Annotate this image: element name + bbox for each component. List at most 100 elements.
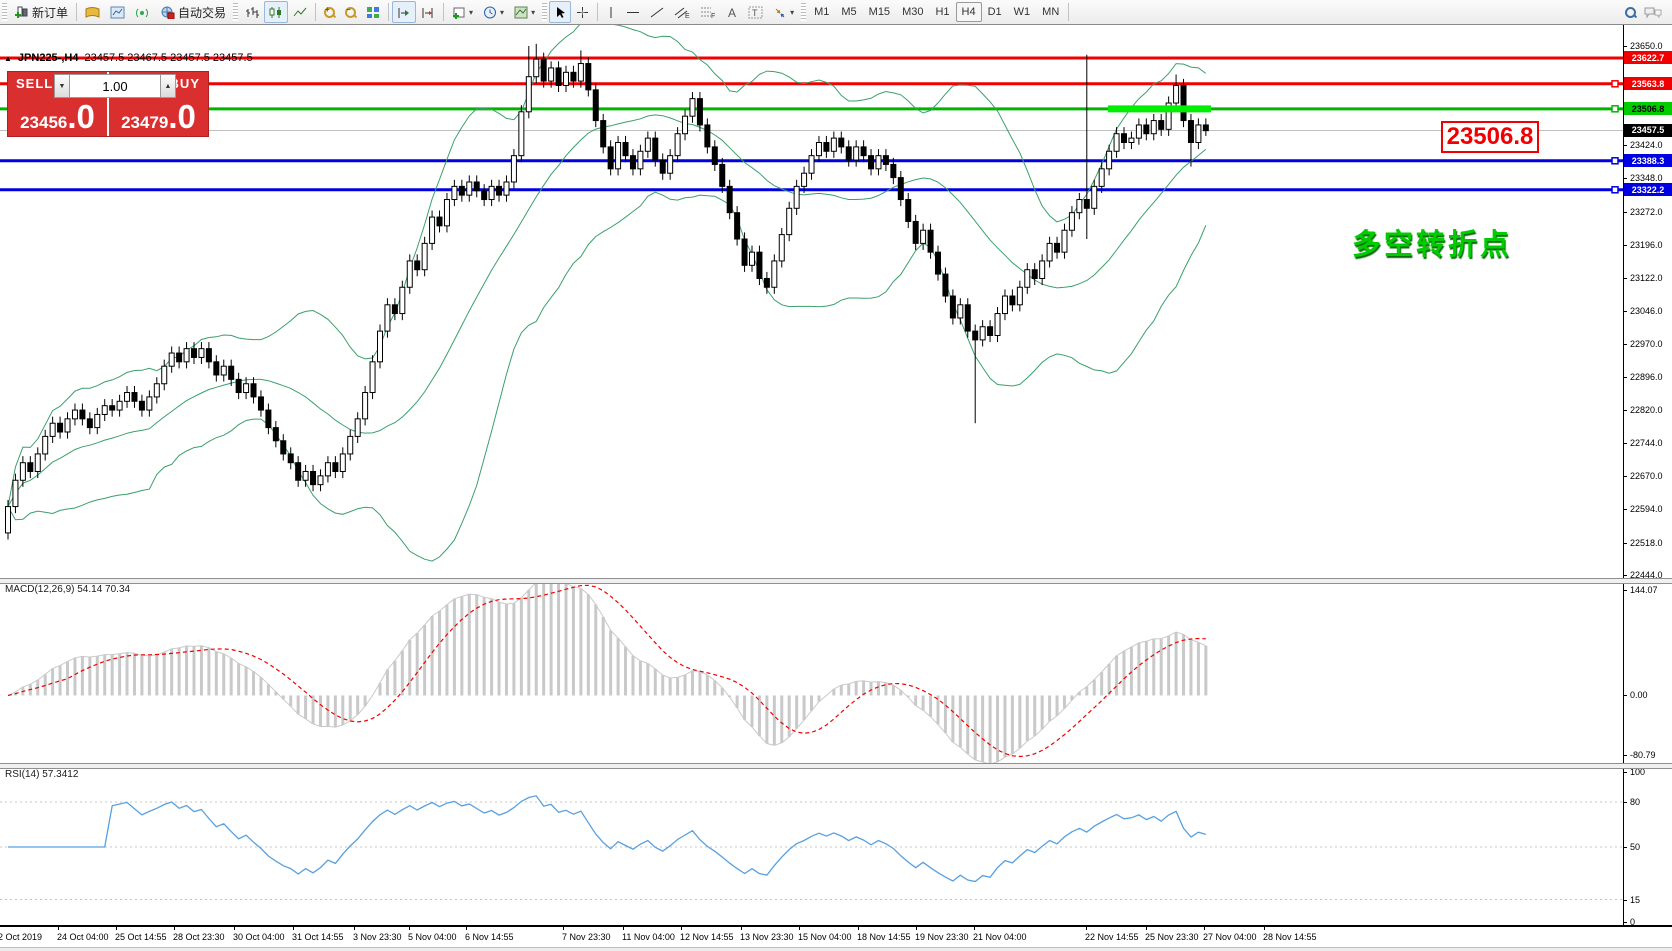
arrows-button[interactable]: ▾	[768, 1, 799, 23]
rsi-axis-value: 15	[1622, 894, 1641, 905]
price-tick: 22444.0	[1623, 570, 1663, 580]
tab-w1[interactable]: W1	[1013, 6, 1031, 18]
time-axis-label: 13 Nov 23:30	[740, 927, 794, 942]
status-bar	[0, 947, 1672, 951]
zoom-out-icon: −	[345, 5, 358, 18]
price-axis: 23650.0 23424.0 23348.0 23272.0 23196.0 23122…	[1622, 25, 1672, 927]
price-tick: 22820.0	[1623, 405, 1663, 416]
signal-icon	[136, 8, 148, 17]
tab-d1[interactable]: D1	[987, 6, 1002, 18]
zoom-in-button[interactable]: +	[319, 1, 340, 23]
clock-icon	[484, 6, 497, 18]
tab-m1[interactable]: M1	[814, 6, 830, 18]
time-axis-label: 6 Nov 14:55	[465, 927, 514, 942]
price-tick: 22518.0	[1623, 537, 1663, 548]
signals-button[interactable]	[130, 1, 155, 23]
horizontal-line-button[interactable]	[621, 1, 645, 23]
time-axis-label: 15 Nov 04:00	[798, 927, 852, 942]
auto-trading-icon	[161, 6, 175, 19]
line-chart-button[interactable]	[288, 1, 312, 23]
time-axis-label: 2 Oct 2019	[0, 927, 43, 942]
fibonacci-icon: F	[701, 7, 715, 19]
collapse-marker[interactable]: ▲	[4, 53, 12, 63]
price-tick: 22970.0	[1623, 339, 1663, 350]
bar-chart-icon	[246, 6, 260, 18]
panel-separator-macd[interactable]	[0, 578, 1672, 584]
new-chart-icon	[453, 7, 465, 19]
chat-icon[interactable]	[1644, 6, 1662, 19]
time-axis-label: 7 Nov 23:30	[562, 927, 611, 942]
price-tag: 23322.2	[1624, 183, 1672, 197]
candlestick-chart-button[interactable]	[264, 1, 289, 23]
volume-up-button[interactable]: ▲	[160, 74, 176, 98]
time-axis-label: 12 Nov 14:55	[680, 927, 734, 942]
tab-m5[interactable]: M5	[841, 6, 857, 18]
level-price-label: 23506.8	[1441, 121, 1539, 153]
macd-axis-value: -80.79	[1623, 749, 1656, 760]
profiles-button[interactable]	[105, 1, 130, 23]
time-axis-label: 31 Oct 14:55	[292, 927, 344, 942]
buy-label: BUY	[169, 76, 200, 91]
panel-separator-rsi[interactable]	[0, 763, 1672, 769]
templates-button[interactable]: ▾	[509, 1, 540, 23]
equidistant-channel-button[interactable]: E	[669, 1, 695, 23]
chart-shift-icon	[422, 7, 433, 18]
candlestick-chart-icon	[269, 6, 282, 18]
line-chart-icon	[293, 7, 307, 16]
sell-button[interactable]: SELL 23456.0	[8, 72, 107, 136]
time-axis-label: 11 Nov 04:00	[622, 927, 675, 942]
price-tick: 23046.0	[1623, 305, 1663, 316]
periods-button[interactable]: ▾	[478, 1, 509, 23]
text-label-button[interactable]: T	[743, 1, 768, 23]
rsi-axis-value: 50	[1622, 842, 1641, 852]
price-tag: 23563.8	[1624, 77, 1672, 91]
macd-axis-value: 0.00	[1623, 690, 1648, 701]
volume-down-button[interactable]: ▼	[54, 74, 70, 98]
tab-m30[interactable]: M30	[902, 6, 924, 18]
text-button[interactable]: A	[721, 1, 743, 23]
auto-trading-button[interactable]: 自动交易	[155, 1, 231, 23]
chart-area[interactable]: ▲ JPN225-,H4 23457.5 23467.5 23457.5 234…	[0, 25, 1672, 951]
bar-chart-button[interactable]	[240, 1, 264, 23]
chart-canvas	[0, 25, 1672, 926]
cursor-button[interactable]	[549, 1, 572, 23]
price-tick: 23272.0	[1623, 206, 1663, 217]
tab-h4[interactable]: H4	[955, 2, 982, 22]
fibonacci-button[interactable]: F	[695, 1, 721, 23]
buy-price: 23479.0	[121, 98, 196, 135]
volume-control: ▼ ▲	[54, 74, 176, 98]
time-axis: 2 Oct 2019 24 Oct 04:00 25 Oct 14:55 28 Oct…	[0, 926, 1672, 948]
auto-scroll-button[interactable]	[392, 1, 417, 23]
vertical-line-button[interactable]	[601, 1, 621, 23]
auto-trading-label: 自动交易	[178, 5, 227, 20]
tab-h1[interactable]: H1	[935, 6, 950, 18]
new-order-button[interactable]: 新订单	[9, 1, 73, 23]
zoom-out-button[interactable]: −	[340, 1, 361, 23]
svg-text:F: F	[711, 13, 715, 19]
search-icon[interactable]	[1625, 6, 1638, 18]
price-tick: 23424.0	[1623, 140, 1663, 151]
template-icon	[514, 6, 528, 18]
buy-button[interactable]: BUY 23479.0	[109, 72, 208, 136]
price-tag: 23457.5	[1624, 123, 1672, 137]
crosshair-button[interactable]	[571, 1, 594, 23]
trend-line-button[interactable]	[645, 1, 669, 23]
tab-mn[interactable]: MN	[1042, 6, 1060, 18]
time-axis-label: 28 Nov 14:55	[1263, 927, 1317, 942]
vertical-line-icon	[610, 6, 612, 18]
auto-scroll-icon	[398, 7, 410, 18]
trend-line-icon	[650, 7, 664, 17]
text-label-icon: T	[748, 6, 763, 18]
tab-m15[interactable]: M15	[868, 6, 891, 18]
macd-label: MACD(12,26,9) 54.14 70.34	[5, 584, 131, 595]
time-axis-label: 3 Nov 23:30	[353, 927, 402, 942]
chart-shift-button[interactable]	[416, 1, 440, 23]
market-watch-button[interactable]	[80, 1, 105, 23]
time-axis-label: 22 Nov 14:55	[1085, 927, 1139, 942]
new-chart-button[interactable]: ▾	[447, 1, 478, 23]
equidistant-channel-icon: E	[674, 7, 690, 19]
one-click-trading-panel: SELL 23456.0 BUY 23479.0 ▼ ▲	[7, 71, 209, 137]
tile-windows-button[interactable]	[361, 1, 385, 23]
volume-input[interactable]	[70, 74, 160, 98]
time-axis-label: 24 Oct 04:00	[57, 927, 109, 942]
